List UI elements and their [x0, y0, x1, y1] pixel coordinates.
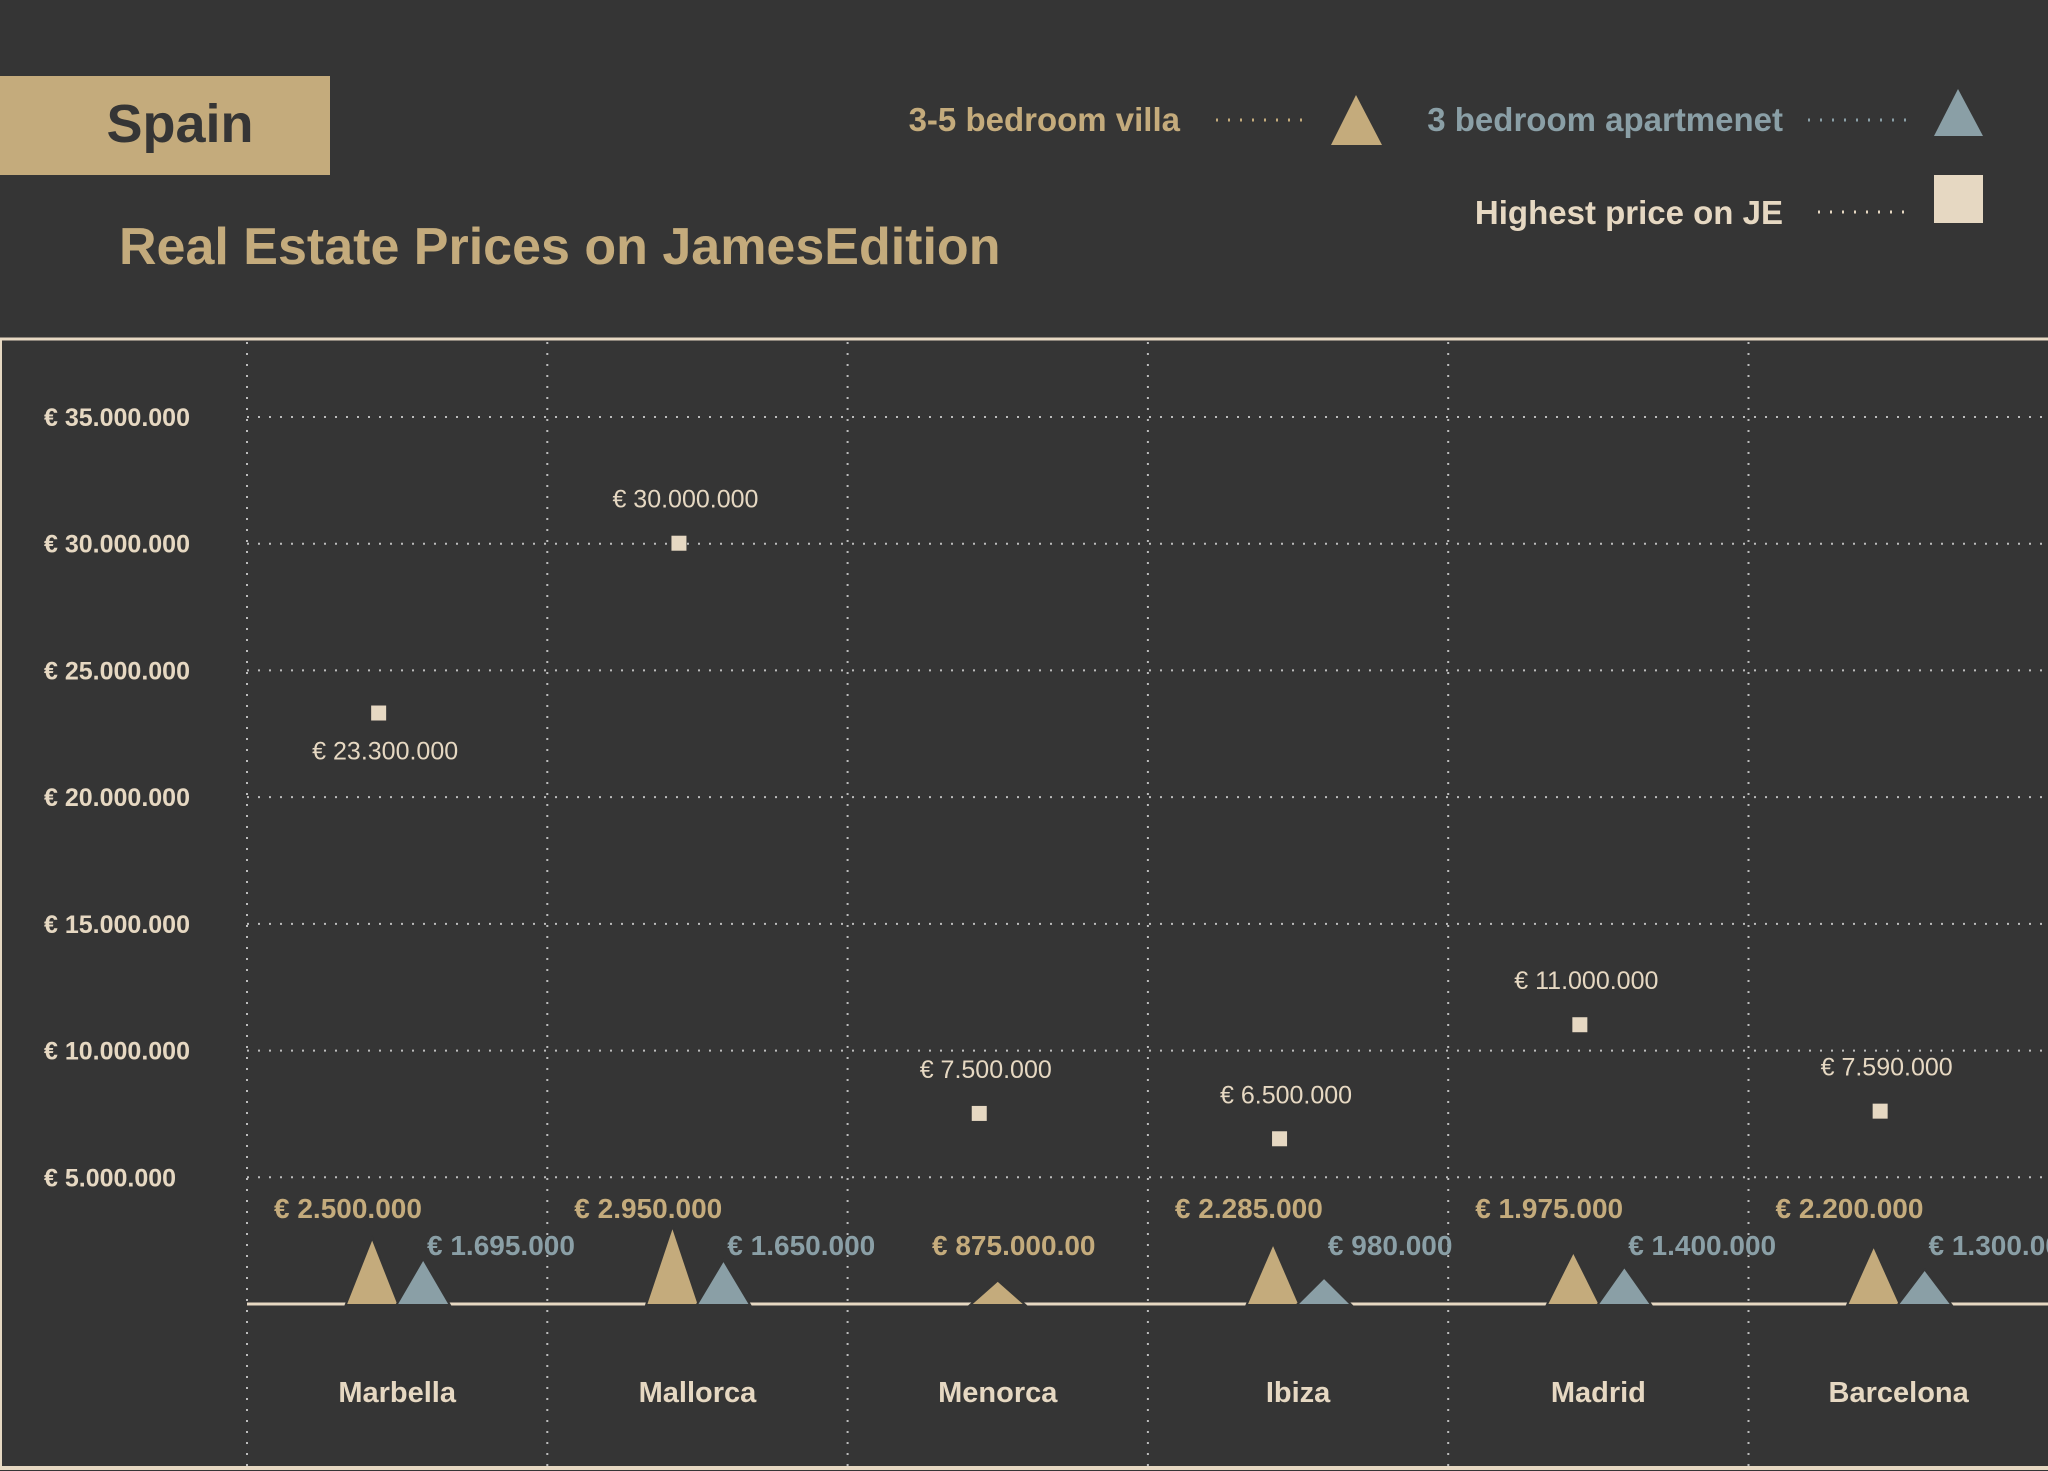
- apartment-value-label: € 1.300.000: [1929, 1230, 2048, 1261]
- triangle-villa: [1245, 1241, 1302, 1306]
- highest-value-label: € 6.500.000: [1220, 1081, 1352, 1109]
- category-label: Menorca: [938, 1377, 1058, 1409]
- villa-value-label: € 2.285.000: [1175, 1193, 1323, 1224]
- legend-triangle-icon-apartment: [1934, 89, 1983, 136]
- triangle-villa: [344, 1235, 401, 1306]
- square-highest: [371, 705, 387, 721]
- country-badge: [0, 76, 330, 175]
- square-highest: [971, 1105, 987, 1121]
- highest-value-label: € 23.300.000: [312, 738, 458, 766]
- apartment-value-label: € 1.400.000: [1628, 1230, 1776, 1261]
- apartment-value-label: € 1.695.000: [427, 1230, 575, 1261]
- square-highest: [1272, 1131, 1288, 1147]
- villa-value-label: € 875.000.00: [932, 1230, 1096, 1261]
- category-label: Mallorca: [639, 1377, 758, 1409]
- triangle-apartment: [1895, 1267, 1954, 1306]
- triangle-apartment: [1294, 1276, 1354, 1306]
- highest-value-label: € 11.000.000: [1514, 967, 1658, 995]
- legend: 3-5 bedroom villa 3 bedroom apartmenet H…: [909, 89, 1983, 231]
- square-highest: [1572, 1017, 1588, 1033]
- y-tick-label: € 25.000.000: [44, 657, 190, 685]
- apartment-value-label: € 980.000: [1328, 1230, 1453, 1261]
- y-tick-label: € 15.000.000: [44, 911, 190, 939]
- highest-value-label: € 7.500.000: [920, 1056, 1052, 1084]
- square-highest: [1872, 1103, 1888, 1119]
- y-tick-label: € 20.000.000: [44, 784, 190, 812]
- triangle-apartment: [694, 1258, 752, 1306]
- triangle-villa: [1845, 1243, 1902, 1306]
- legend-label-villa: 3-5 bedroom villa: [909, 101, 1181, 138]
- y-tick-label: € 10.000.000: [44, 1038, 190, 1066]
- y-axis: € 5.000.000 € 10.000.000 € 15.000.000 € 20.…: [44, 404, 190, 1192]
- highest-value-label: € 30.000.000: [612, 486, 758, 514]
- grid: [246, 342, 2048, 1466]
- highest-value-label: € 7.590.000: [1821, 1054, 1953, 1082]
- category-label: Ibiza: [1266, 1377, 1331, 1409]
- legend-triangle-icon-villa: [1331, 95, 1382, 145]
- villa-value-label: € 2.950.000: [574, 1193, 722, 1224]
- y-tick-label: € 35.000.000: [44, 404, 190, 432]
- chart-title: Real Estate Prices on JamesEdition: [119, 218, 1000, 276]
- square-highest: [671, 535, 687, 551]
- triangle-villa: [644, 1222, 701, 1306]
- y-tick-label: € 5.000.000: [44, 1164, 176, 1192]
- legend-label-highest: Highest price on JE: [1475, 194, 1783, 231]
- villa-value-label: € 2.200.000: [1776, 1193, 1924, 1224]
- triangle-villa: [1545, 1249, 1602, 1306]
- category-label: Madrid: [1551, 1377, 1646, 1409]
- category-label: Marbella: [338, 1377, 457, 1409]
- y-tick-label: € 30.000.000: [44, 531, 190, 559]
- legend-label-apartment: 3 bedroom apartmenet: [1427, 101, 1783, 138]
- plot-area: Marbella € 2.500.000€ 1.695.000 € 23.300.0…: [247, 486, 2048, 1409]
- legend-square-icon-highest: [1934, 175, 1983, 223]
- category-label: Barcelona: [1829, 1377, 1970, 1409]
- apartment-value-label: € 1.650.000: [727, 1230, 875, 1261]
- triangle-apartment: [1595, 1265, 1654, 1306]
- triangle-villa: [967, 1279, 1029, 1306]
- country-label: Spain: [106, 94, 253, 154]
- triangle-apartment: [394, 1257, 452, 1306]
- villa-value-label: € 1.975.000: [1475, 1193, 1623, 1224]
- villa-value-label: € 2.500.000: [274, 1193, 422, 1224]
